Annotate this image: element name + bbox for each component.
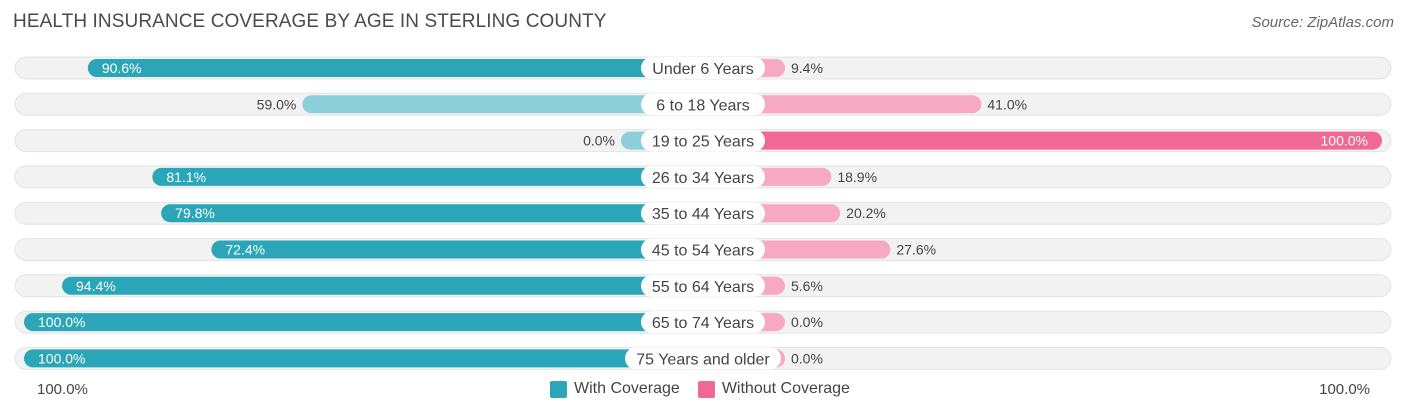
category-pill-26-to-34-years	[641, 165, 765, 188]
bar-with-75-years-and-older	[24, 349, 703, 368]
value-with-6-to-18-years: 59.0%	[257, 96, 297, 112]
value-with-65-to-74-years: 100.0%	[38, 314, 85, 330]
value-without-45-to-54-years: 27.6%	[896, 242, 936, 258]
chart-title: HEALTH INSURANCE COVERAGE BY AGE IN STER…	[13, 11, 607, 32]
bar-with-65-to-74-years	[24, 313, 703, 332]
category-pill-19-to-25-years	[641, 129, 765, 152]
axis-left-label: 100.0%	[37, 381, 88, 398]
value-without-under-6-years: 9.4%	[791, 60, 823, 76]
value-without-26-to-34-years: 18.9%	[837, 169, 877, 185]
value-without-65-to-74-years: 0.0%	[791, 314, 823, 330]
category-label-under-6-years: Under 6 Years	[652, 61, 753, 78]
category-label-26-to-34-years: 26 to 34 Years	[652, 170, 754, 187]
legend-without-coverage[interactable]: Without Coverage	[697, 380, 850, 398]
category-label-19-to-25-years: 19 to 25 Years	[652, 134, 754, 151]
value-without-75-years-and-older: 0.0%	[791, 350, 823, 366]
bar-without-6-to-18-years	[703, 95, 982, 114]
bar-with-26-to-34-years	[152, 167, 703, 186]
category-pill-65-to-74-years	[641, 311, 765, 334]
bar-with-6-to-18-years	[302, 95, 703, 114]
value-with-26-to-34-years: 81.1%	[166, 169, 206, 185]
legend: With Coverage Without Coverage	[550, 380, 850, 398]
value-with-35-to-44-years: 79.8%	[175, 205, 215, 221]
category-pill-35-to-44-years	[641, 202, 765, 225]
value-without-55-to-64-years: 5.6%	[791, 278, 823, 294]
category-label-55-to-64-years: 55 to 64 Years	[652, 279, 754, 296]
bar-with-under-6-years	[87, 59, 704, 77]
value-with-under-6-years: 90.6%	[102, 60, 142, 76]
value-with-75-years-and-older: 100.0%	[38, 350, 85, 366]
value-without-6-to-18-years: 41.0%	[987, 96, 1027, 112]
value-with-55-to-64-years: 94.4%	[76, 278, 116, 294]
bar-without-19-to-25-years	[703, 131, 1382, 150]
category-label-6-to-18-years: 6 to 18 Years	[656, 97, 749, 114]
axis-right-label: 100.0%	[1319, 381, 1370, 398]
value-with-45-to-54-years: 72.4%	[225, 242, 265, 258]
legend-without-swatch	[697, 380, 715, 398]
source-credit: Source: ZipAtlas.com	[1251, 14, 1394, 31]
value-without-19-to-25-years: 100.0%	[1321, 133, 1368, 149]
category-pill-55-to-64-years	[641, 274, 765, 297]
category-label-75-years-and-older: 75 Years and older	[636, 351, 770, 368]
category-pill-under-6-years	[641, 57, 765, 79]
category-label-65-to-74-years: 65 to 74 Years	[652, 315, 754, 332]
bar-with-35-to-44-years	[161, 204, 703, 223]
legend-with-coverage[interactable]: With Coverage	[550, 380, 680, 398]
legend-without-label: Without Coverage	[721, 380, 850, 397]
value-with-19-to-25-years: 0.0%	[583, 133, 615, 149]
legend-with-swatch	[550, 380, 567, 398]
category-pill-45-to-54-years	[641, 238, 765, 261]
bar-with-55-to-64-years	[62, 276, 704, 295]
legend-with-label: With Coverage	[574, 380, 680, 397]
category-pill-75-years-and-older	[625, 347, 781, 370]
bar-with-45-to-54-years	[211, 240, 704, 259]
value-without-35-to-44-years: 20.2%	[846, 205, 886, 221]
category-label-45-to-54-years: 45 to 54 Years	[652, 243, 754, 260]
category-label-35-to-44-years: 35 to 44 Years	[652, 206, 754, 223]
category-pill-6-to-18-years	[641, 93, 765, 116]
